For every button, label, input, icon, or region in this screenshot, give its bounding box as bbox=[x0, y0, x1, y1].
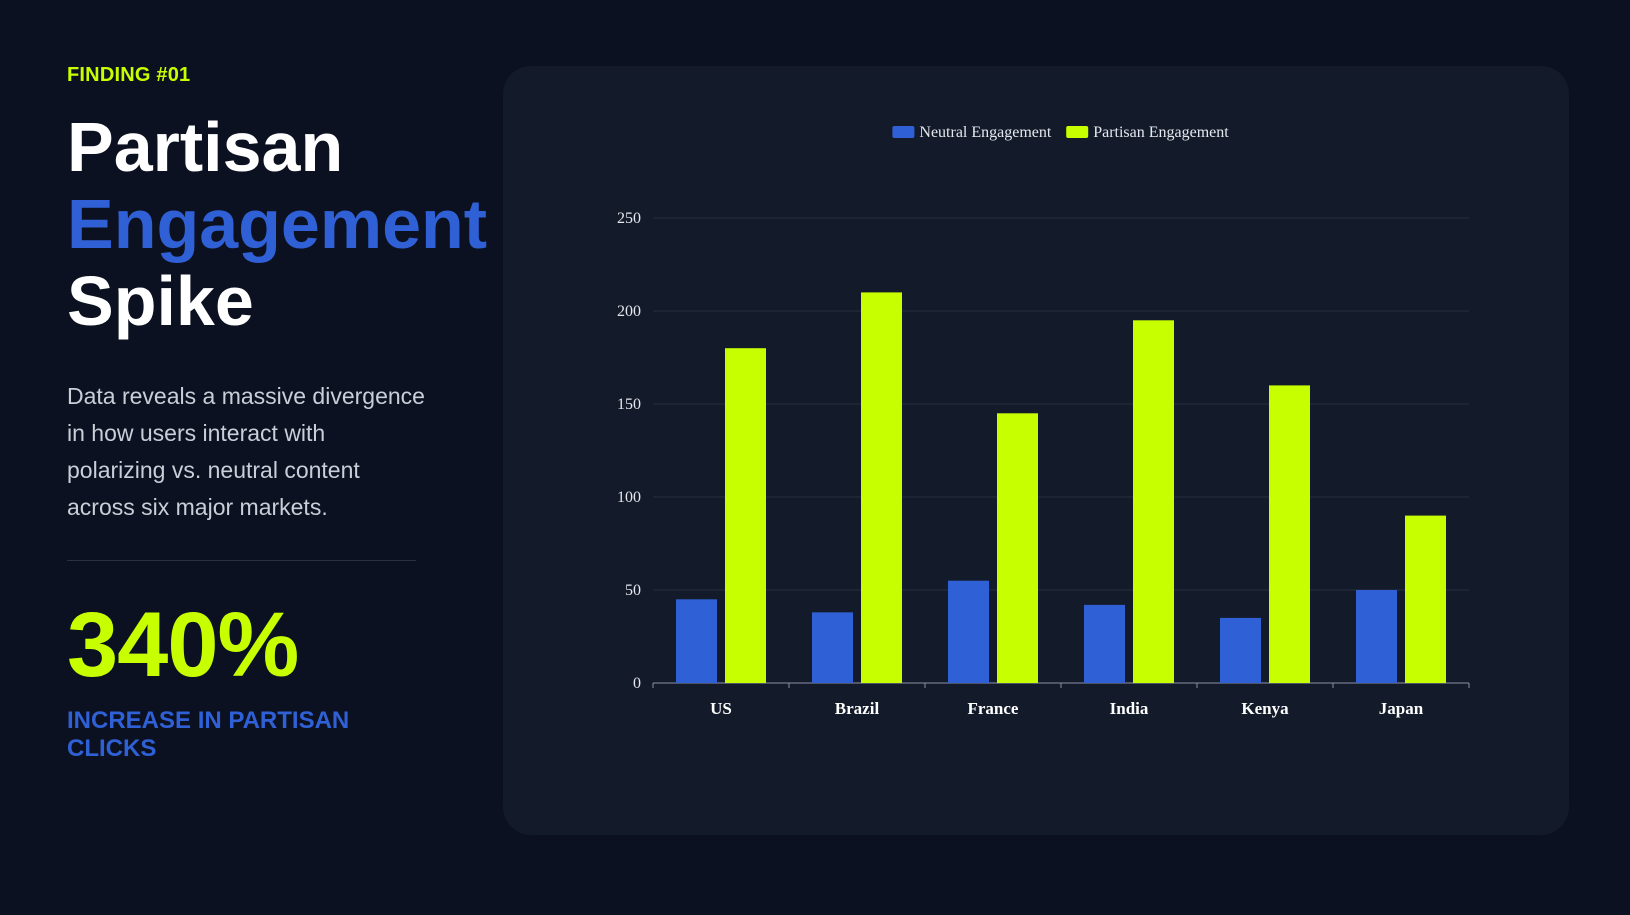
bar-partisan bbox=[1405, 515, 1446, 683]
legend-label: Partisan Engagement bbox=[1093, 124, 1229, 141]
chart-card: 0 50 100 150 200 250 US Brazil France India Kenya J… bbox=[503, 66, 1569, 835]
title-line-1: Partisan bbox=[67, 108, 344, 186]
y-tick-label: 150 bbox=[617, 396, 641, 413]
bar-neutral bbox=[676, 599, 717, 683]
legend-swatch bbox=[892, 126, 915, 138]
bar-partisan bbox=[1133, 320, 1174, 683]
legend-label: Neutral Engagement bbox=[919, 124, 1052, 141]
y-tick-label: 100 bbox=[617, 489, 641, 506]
x-tick-label: Kenya bbox=[1241, 699, 1289, 718]
stat-label: INCREASE IN PARTISAN CLICKS bbox=[67, 707, 350, 762]
y-tick-label: 250 bbox=[617, 210, 641, 227]
bar-chart: 0 50 100 150 200 250 US Brazil France India Kenya J… bbox=[617, 124, 1470, 718]
bar-partisan bbox=[997, 413, 1038, 683]
stat-value: 340% bbox=[67, 594, 299, 696]
x-tick-label: Japan bbox=[1379, 699, 1424, 718]
y-tick-label: 50 bbox=[625, 582, 641, 599]
bar-neutral bbox=[1356, 590, 1397, 683]
bar-neutral bbox=[948, 580, 989, 683]
y-tick-label: 0 bbox=[633, 675, 641, 692]
x-tick-label: India bbox=[1110, 699, 1149, 718]
bar-neutral bbox=[1084, 604, 1125, 683]
x-tick-label: Brazil bbox=[835, 699, 880, 718]
x-tick-label: US bbox=[710, 699, 732, 718]
legend-swatch bbox=[1066, 126, 1089, 138]
y-tick-label: 200 bbox=[617, 303, 641, 320]
description-text: Data reveals a massive divergence in how… bbox=[67, 383, 425, 520]
bar-partisan bbox=[861, 292, 902, 683]
left-panel: FINDING #01 Partisan Engagement Spike Da… bbox=[67, 64, 507, 763]
bar-partisan bbox=[1269, 385, 1310, 683]
bar-neutral bbox=[812, 612, 853, 683]
title-line-2: Engagement bbox=[67, 185, 488, 263]
finding-tag: FINDING #01 bbox=[67, 64, 191, 86]
title-line-3: Spike bbox=[67, 262, 254, 340]
x-tick-label: France bbox=[968, 699, 1019, 718]
bar-neutral bbox=[1220, 617, 1261, 683]
bar-partisan bbox=[725, 348, 766, 683]
page-title: Partisan Engagement Spike bbox=[67, 109, 507, 340]
divider bbox=[67, 560, 416, 561]
